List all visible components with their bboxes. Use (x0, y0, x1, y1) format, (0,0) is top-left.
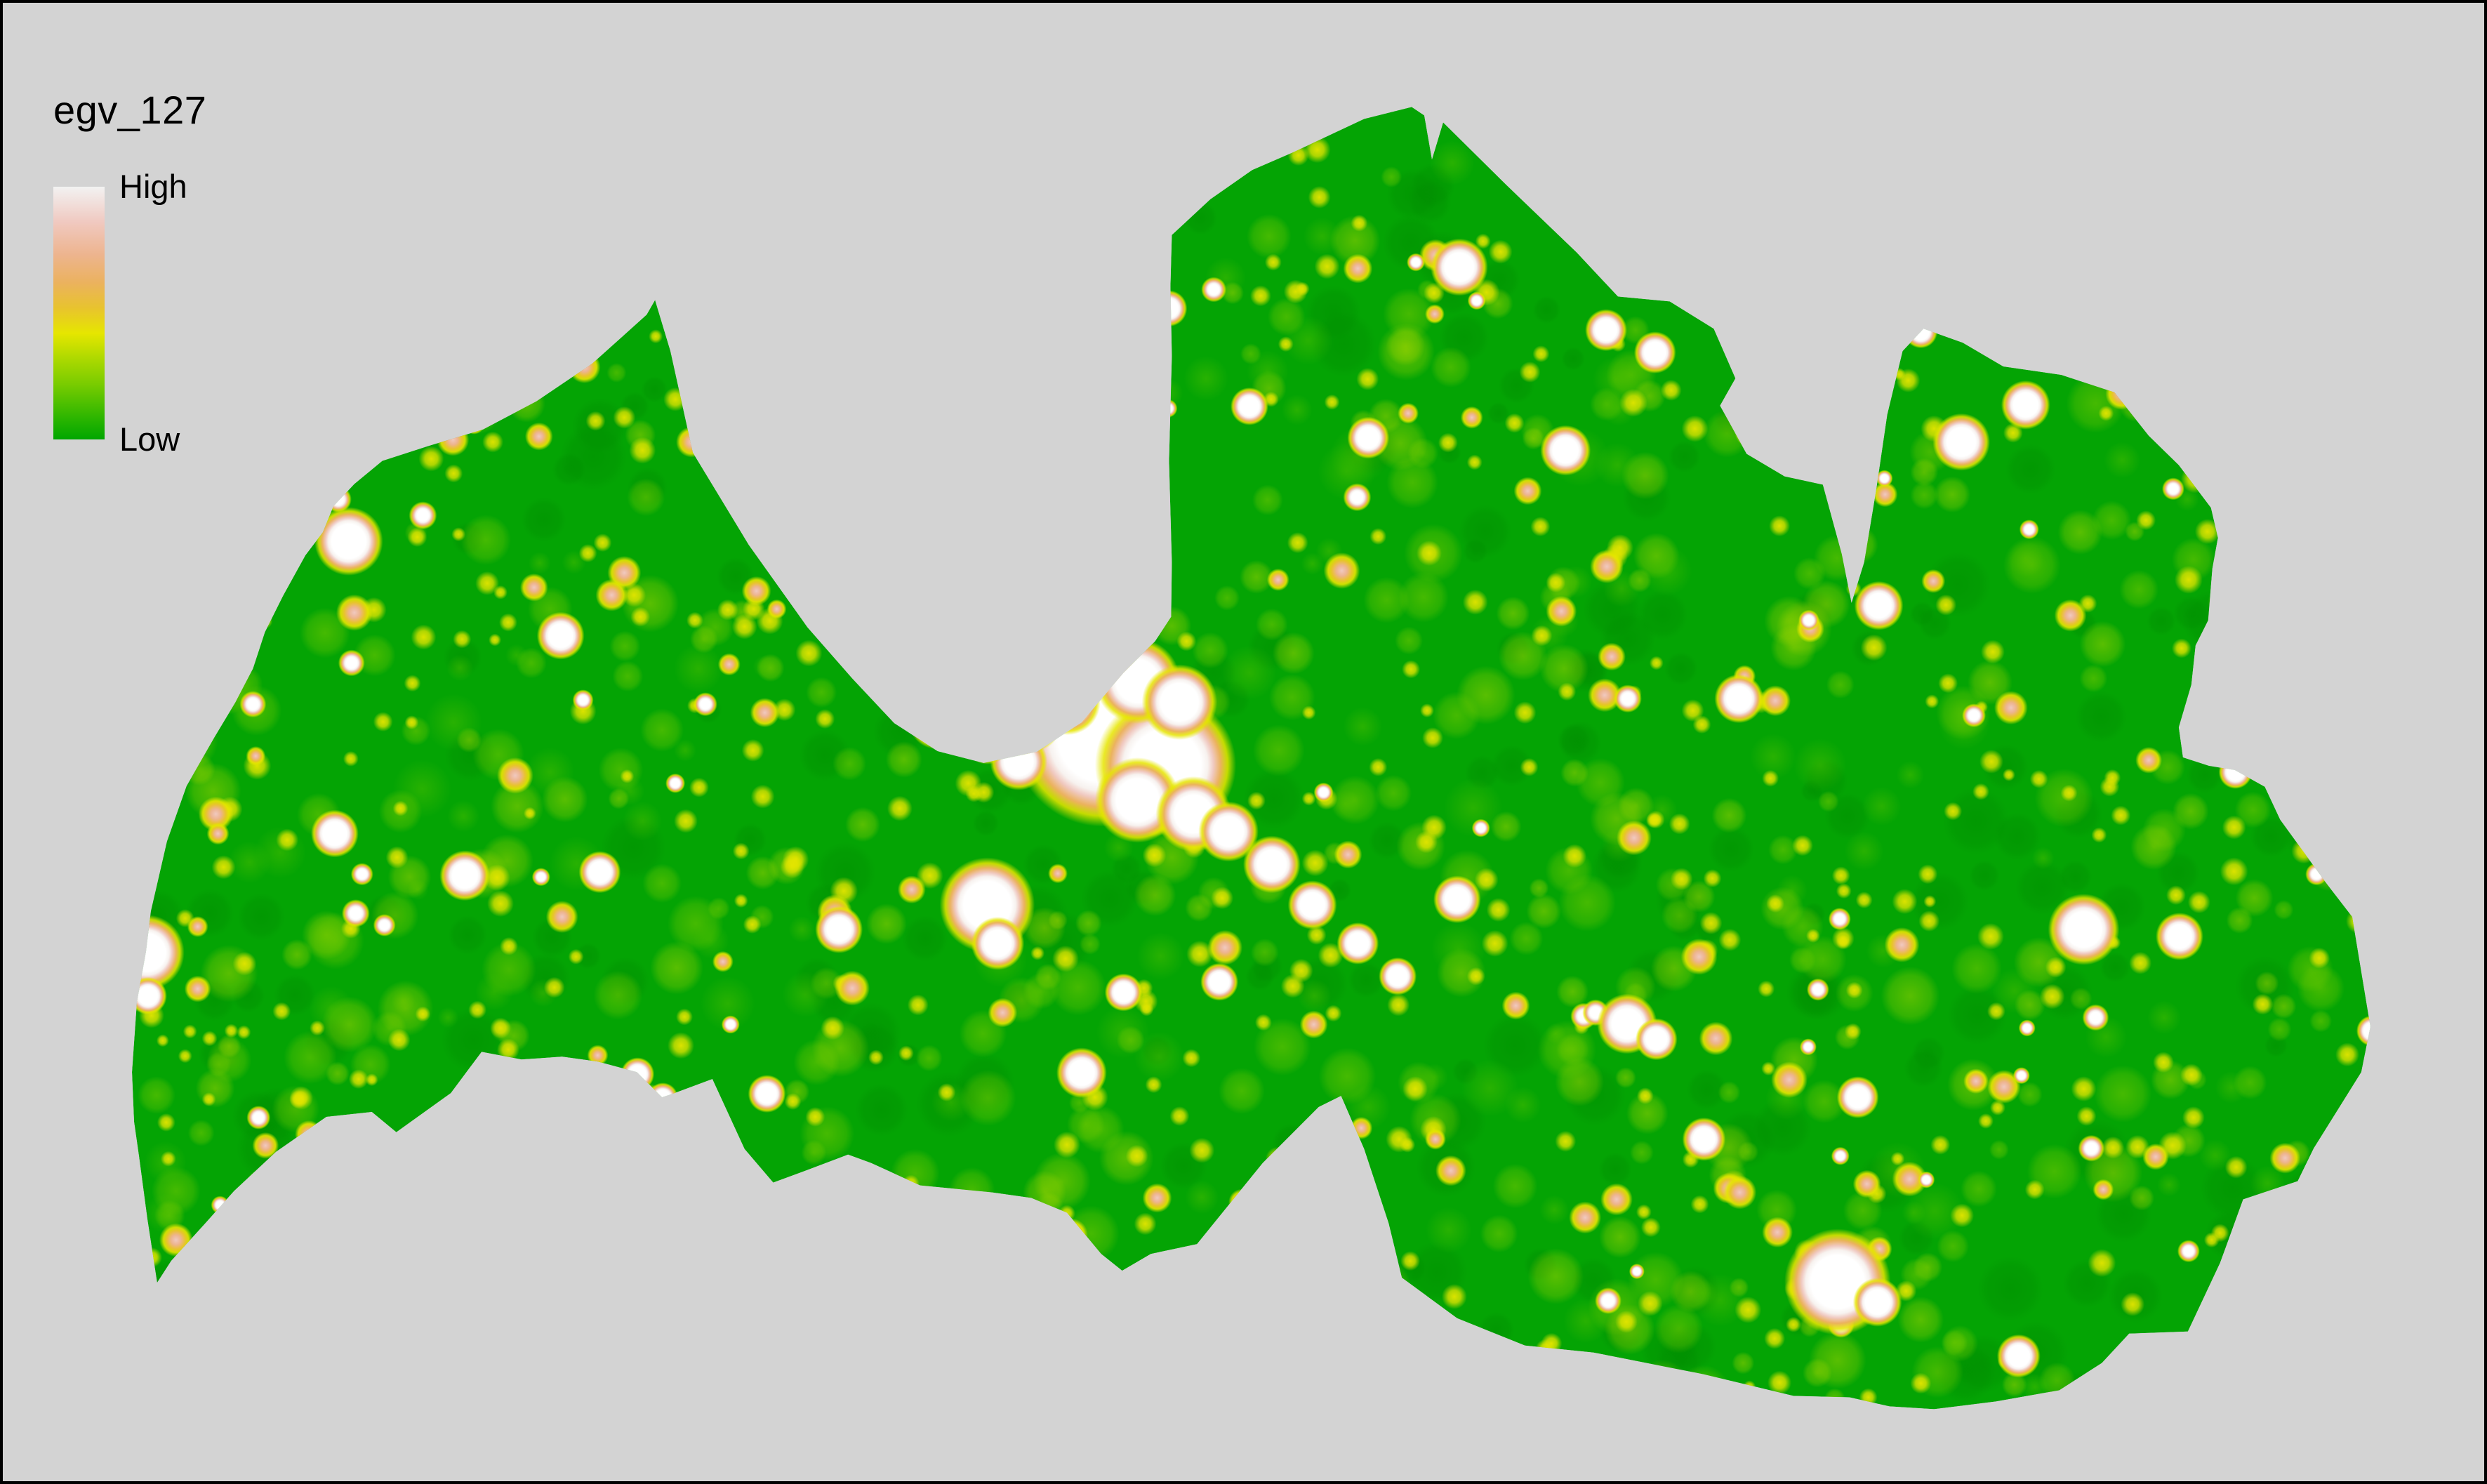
latvia-raster-map (4, 3, 2483, 1481)
legend-low-label: Low (119, 420, 180, 458)
latvia-landmass (132, 107, 2370, 1410)
map-title: egv_127 (53, 88, 207, 132)
legend-colorbar (53, 187, 105, 439)
city-hotspots-layer (132, 238, 2370, 1378)
legend-high-label: High (119, 168, 187, 205)
